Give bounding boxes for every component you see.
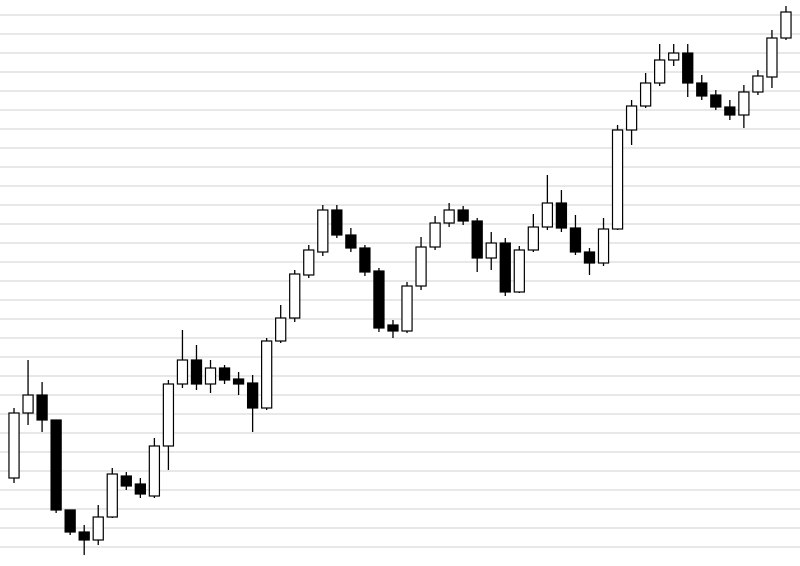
candle-body (513, 249, 525, 293)
candle-body (303, 249, 315, 276)
candle-body (176, 359, 189, 385)
candle-body (724, 106, 736, 116)
candle-body (738, 91, 750, 116)
candle-body (218, 367, 231, 381)
candle-body (345, 234, 357, 249)
candle-body (696, 82, 708, 97)
candle-body (373, 270, 385, 329)
candle-body (457, 209, 469, 222)
candle-body (527, 226, 539, 251)
candle-body (120, 475, 132, 487)
candle-body (654, 59, 666, 84)
candle-body (443, 209, 455, 224)
candle-body (625, 105, 638, 131)
candle-body (611, 129, 624, 230)
candle-body (190, 359, 203, 385)
candle-body (261, 340, 273, 409)
candle-body (50, 419, 62, 511)
candle-body (8, 412, 20, 479)
candle-body (668, 52, 680, 61)
candle-body (106, 473, 118, 518)
candle-body (710, 94, 722, 108)
candle-body (555, 202, 568, 229)
candle-body (289, 273, 301, 319)
candle-body (780, 11, 792, 39)
candle-body (232, 378, 245, 385)
candle-body (317, 209, 329, 253)
candle-body (471, 220, 483, 259)
candle-body (415, 246, 427, 287)
candle-body (359, 247, 371, 273)
candle-body (134, 483, 146, 495)
candle-body (92, 516, 104, 541)
candle-body (22, 394, 34, 414)
candle-body (36, 394, 48, 421)
candle-body (569, 227, 582, 253)
candle-body (204, 367, 217, 385)
candle-body (499, 242, 511, 293)
candle-body (387, 324, 399, 332)
candle-body (597, 228, 610, 264)
candle-body (766, 37, 778, 78)
candle-body (246, 382, 259, 409)
candle-body (162, 383, 175, 447)
candle-body (78, 531, 90, 541)
candle-body (275, 317, 287, 342)
candle-body (331, 209, 343, 236)
candle-body (752, 75, 764, 93)
candle-body (682, 52, 694, 84)
candle-body (64, 509, 76, 533)
candle-body (401, 285, 413, 332)
candle-body (148, 445, 161, 497)
candle-body (583, 251, 596, 264)
candle-body (485, 242, 497, 259)
candle-body (541, 202, 554, 228)
candle-body (429, 222, 441, 248)
candle-body (639, 82, 652, 107)
